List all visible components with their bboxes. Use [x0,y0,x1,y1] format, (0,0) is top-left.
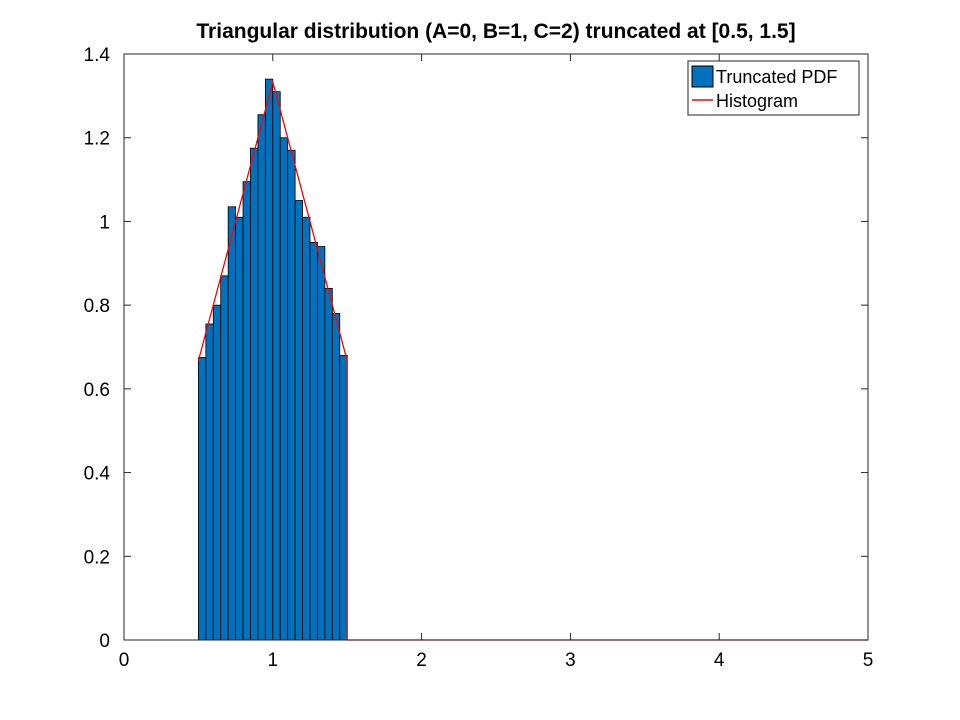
legend-label-histogram: Histogram [716,91,798,111]
legend-label-truncated-pdf: Truncated PDF [716,67,837,87]
histogram-bar [339,354,348,641]
y-tick-label: 1.2 [84,129,110,150]
histogram-bar [220,275,229,641]
x-tick-label: 3 [565,650,576,671]
histogram-bar [257,114,266,641]
histogram-bar [287,149,296,641]
y-tick-label: 0.6 [84,380,110,401]
histogram-bar [212,304,222,641]
legend-box [687,60,860,116]
plot-frame [123,53,869,641]
x-tick-label: 0 [119,650,130,671]
histogram-bar [264,78,274,641]
histogram-bar [279,137,289,641]
histogram-bar [294,200,303,641]
x-tick-label: 5 [863,650,874,671]
histogram-bar [317,246,326,641]
y-tick-label: 0.2 [84,547,110,568]
histogram-bar [324,287,333,641]
histogram-bar [302,216,311,641]
histogram-bar [235,216,244,641]
histogram-bar [250,147,259,641]
ticks-layer [123,53,869,641]
x-tick-label: 2 [416,650,427,671]
y-tick-label: 1.4 [84,45,111,66]
tick-labels-layer: 0 1 2 3 4 5 0 0.2 0.4 0.6 0.8 1 1.2 1.4 [84,45,874,671]
y-tick-label: 0.8 [84,296,110,317]
chart-title: Triangular distribution (A=0, B=1, C=2) … [196,20,795,43]
legend: Truncated PDF Histogram [687,60,860,116]
histogram-bar [205,323,214,641]
y-tick-label: 0.4 [84,464,111,485]
x-tick-label: 4 [714,650,725,671]
legend-swatch-truncated-pdf [691,65,714,88]
histogram-bar [331,313,341,641]
histogram-bar [227,206,237,641]
y-tick-label: 1 [99,212,110,233]
y-tick-label: 0 [99,631,110,652]
histogram-bar [272,91,281,641]
x-tick-label: 1 [268,650,279,671]
histogram-bar [242,181,251,641]
histogram-bar [309,241,318,641]
histogram-bar [197,357,207,641]
